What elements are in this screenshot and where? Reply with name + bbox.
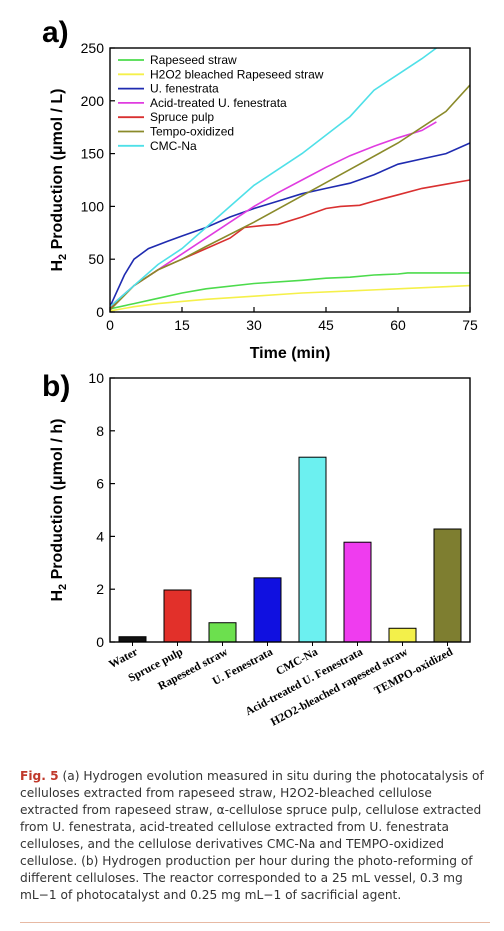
legend-label-0: Rapeseed straw — [150, 53, 237, 67]
legend-label-2: U. fenestrata — [150, 82, 219, 96]
panel-b-label: b) — [42, 370, 70, 403]
x-tick-label: 60 — [390, 317, 406, 333]
y-axis-title: H2 Production (μmol / h) — [49, 418, 69, 601]
y-tick-label: 2 — [96, 581, 104, 597]
y-tick-label: 8 — [96, 423, 104, 439]
series-line-6 — [110, 48, 437, 308]
bar-7 — [433, 528, 462, 643]
caption-figure-label: Fig. 5 — [20, 769, 59, 783]
x-tick-label: 30 — [246, 317, 262, 333]
y-tick-label: 150 — [81, 146, 105, 162]
x-tick-label: 0 — [106, 317, 114, 333]
x-tick-label: 75 — [462, 317, 478, 333]
series-line-2 — [110, 142, 470, 308]
y-tick-label: 4 — [96, 528, 104, 544]
legend-label-4: Spruce pulp — [150, 110, 214, 124]
caption-divider — [20, 922, 490, 923]
y-tick-label: 250 — [81, 40, 105, 56]
plot-frame — [109, 47, 471, 313]
legend-label-3: Acid-treated U. fenestrata — [150, 96, 287, 110]
legend-label-6: CMC-Na — [150, 139, 197, 153]
y-tick-label: 200 — [81, 93, 105, 109]
x-axis-title: Time (min) — [250, 345, 331, 362]
panel-a-label: a) — [42, 16, 69, 49]
y-tick-label: 0 — [96, 634, 104, 650]
plot-frame — [109, 377, 471, 643]
x-tick-label: 45 — [318, 317, 334, 333]
figure-caption: Fig. 5 (a) Hydrogen evolution measured i… — [20, 768, 490, 904]
legend-label-1: H2O2 bleached Rapeseed straw — [150, 67, 324, 81]
series-line-5 — [110, 84, 470, 311]
legend-label-5: Tempo-oxidized — [150, 125, 234, 139]
bar-0 — [118, 636, 147, 643]
bar-3 — [253, 577, 282, 643]
bar-6 — [388, 627, 417, 643]
y-tick-label: 6 — [96, 476, 104, 492]
series-line-4 — [110, 179, 470, 310]
y-tick-label: 100 — [81, 198, 105, 214]
bar-5 — [343, 541, 372, 643]
panel-a-chart: a) 0 15 30 45 60 75 0 50 100 150 200 250 Time (min) H2… — [42, 16, 478, 362]
bar-4 — [298, 456, 327, 643]
series-line-1 — [110, 284, 470, 312]
y-tick-label: 50 — [88, 251, 104, 267]
category-label: TEMPO-oxidized — [373, 646, 456, 698]
x-tick-label: 15 — [174, 317, 190, 333]
y-tick-label: 0 — [96, 304, 104, 320]
series-line-0 — [110, 272, 470, 310]
caption-text: (a) Hydrogen evolution measured in situ … — [20, 769, 484, 902]
bar-1 — [163, 589, 192, 643]
y-axis-title: H2 Production (μmol / L) — [49, 88, 69, 271]
y-tick-label: 10 — [88, 370, 104, 386]
category-label: Water — [107, 646, 140, 671]
bar-2 — [208, 622, 237, 643]
series-line-3 — [110, 121, 437, 308]
